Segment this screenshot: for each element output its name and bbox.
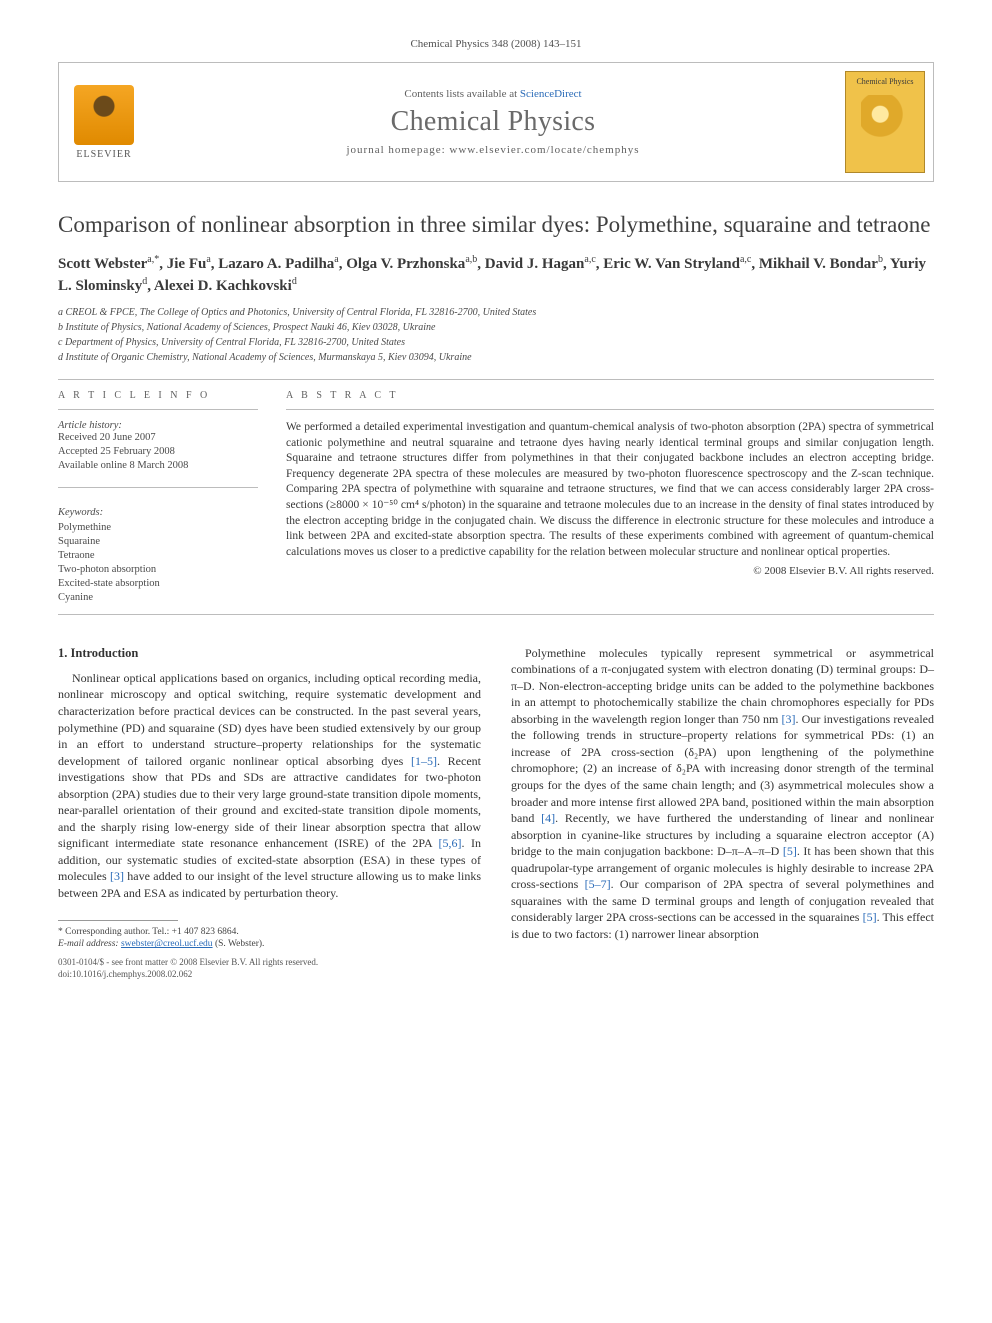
footnote-separator bbox=[58, 920, 178, 921]
history-line: Received 20 June 2007 bbox=[58, 431, 258, 445]
body-two-column: 1. Introduction Nonlinear optical applic… bbox=[58, 645, 934, 981]
contents-line: Contents lists available at ScienceDirec… bbox=[149, 88, 837, 100]
footer-front-matter: 0301-0104/$ - see front matter © 2008 El… bbox=[58, 957, 481, 969]
body-column-right: Polymethine molecules typically represen… bbox=[511, 645, 934, 981]
divider bbox=[58, 487, 258, 488]
history-line: Available online 8 March 2008 bbox=[58, 459, 258, 473]
keyword: Polymethine bbox=[58, 521, 258, 535]
keyword: Two-photon absorption bbox=[58, 563, 258, 577]
citation-ref[interactable]: [5,6] bbox=[439, 836, 462, 850]
abstract-text: We performed a detailed experimental inv… bbox=[286, 420, 934, 561]
homepage-url: www.elsevier.com/locate/chemphys bbox=[449, 144, 639, 156]
history-heading: Article history: bbox=[58, 420, 258, 431]
keyword: Tetraone bbox=[58, 549, 258, 563]
affiliation-line: a CREOL & FPCE, The College of Optics an… bbox=[58, 306, 934, 320]
sciencedirect-link[interactable]: ScienceDirect bbox=[520, 88, 582, 100]
journal-title: Chemical Physics bbox=[149, 106, 837, 138]
body-paragraph: Polymethine molecules typically represen… bbox=[511, 645, 934, 943]
affiliation-line: d Institute of Organic Chemistry, Nation… bbox=[58, 351, 934, 365]
running-head: Chemical Physics 348 (2008) 143–151 bbox=[58, 38, 934, 50]
email-suffix: (S. Webster). bbox=[213, 939, 265, 949]
history-line: Accepted 25 February 2008 bbox=[58, 445, 258, 459]
citation-ref[interactable]: [4] bbox=[541, 811, 555, 825]
body-paragraph: Nonlinear optical applications based on … bbox=[58, 670, 481, 902]
affiliation-line: c Department of Physics, University of C… bbox=[58, 336, 934, 350]
contents-prefix: Contents lists available at bbox=[404, 88, 519, 100]
homepage-line: journal homepage: www.elsevier.com/locat… bbox=[149, 144, 837, 156]
footer-block: 0301-0104/$ - see front matter © 2008 El… bbox=[58, 957, 481, 980]
citation-ref[interactable]: [1–5] bbox=[411, 754, 437, 768]
keyword: Cyanine bbox=[58, 591, 258, 605]
corresponding-line: * Corresponding author. Tel.: +1 407 823… bbox=[58, 926, 481, 939]
affiliation-line: b Institute of Physics, National Academy… bbox=[58, 321, 934, 335]
citation-ref[interactable]: [5] bbox=[783, 844, 797, 858]
cover-art-icon bbox=[861, 95, 909, 143]
citation-ref[interactable]: [3] bbox=[110, 869, 124, 883]
abstract-heading: A B S T R A C T bbox=[286, 390, 934, 401]
publisher-name: ELSEVIER bbox=[76, 149, 131, 160]
footer-doi: doi:10.1016/j.chemphys.2008.02.062 bbox=[58, 969, 481, 981]
keyword: Squaraine bbox=[58, 535, 258, 549]
corresponding-email-link[interactable]: swebster@creol.ucf.edu bbox=[121, 939, 213, 949]
body-column-left: 1. Introduction Nonlinear optical applic… bbox=[58, 645, 481, 981]
article-info-heading: A R T I C L E I N F O bbox=[58, 390, 258, 401]
authors-list: Scott Webstera,*, Jie Fua, Lazaro A. Pad… bbox=[58, 253, 934, 296]
abstract-copyright: © 2008 Elsevier B.V. All rights reserved… bbox=[286, 565, 934, 577]
email-label: E-mail address: bbox=[58, 939, 121, 949]
citation-ref[interactable]: [5–7] bbox=[585, 877, 611, 891]
article-info-column: A R T I C L E I N F O Article history: R… bbox=[58, 390, 258, 606]
elsevier-tree-icon bbox=[74, 85, 134, 145]
divider bbox=[286, 409, 934, 410]
keyword: Excited-state absorption bbox=[58, 577, 258, 591]
cover-label: Chemical Physics bbox=[856, 78, 913, 87]
publisher-logo: ELSEVIER bbox=[59, 63, 149, 181]
article-title: Comparison of nonlinear absorption in th… bbox=[58, 210, 934, 239]
divider bbox=[58, 614, 934, 615]
affiliations-list: a CREOL & FPCE, The College of Optics an… bbox=[58, 306, 934, 365]
citation-ref[interactable]: [5] bbox=[863, 910, 877, 924]
history-list: Received 20 June 2007Accepted 25 Februar… bbox=[58, 431, 258, 474]
divider bbox=[58, 379, 934, 380]
section-heading-introduction: 1. Introduction bbox=[58, 645, 481, 662]
homepage-prefix: journal homepage: bbox=[346, 144, 449, 156]
corresponding-author-footnote: * Corresponding author. Tel.: +1 407 823… bbox=[58, 926, 481, 952]
divider bbox=[58, 409, 258, 410]
keywords-list: PolymethineSquaraineTetraoneTwo-photon a… bbox=[58, 521, 258, 606]
keywords-heading: Keywords: bbox=[58, 506, 258, 520]
journal-banner: ELSEVIER Contents lists available at Sci… bbox=[58, 62, 934, 182]
journal-cover-thumbnail: Chemical Physics bbox=[845, 71, 925, 173]
abstract-column: A B S T R A C T We performed a detailed … bbox=[286, 390, 934, 606]
citation-ref[interactable]: [3] bbox=[782, 712, 796, 726]
